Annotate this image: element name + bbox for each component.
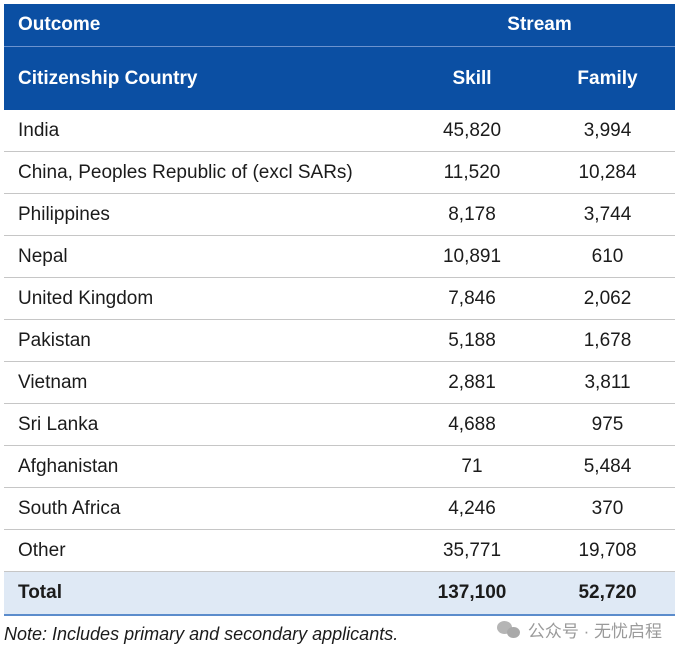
table-row: United Kingdom 7,846 2,062 — [4, 277, 676, 320]
applicants-table-container: Outcome Stream Citizenship Country Skill… — [4, 4, 676, 616]
skill-cell: 10,891 — [404, 235, 540, 278]
family-cell: 10,284 — [540, 151, 676, 194]
country-cell: India — [4, 110, 404, 152]
stream-header: Stream — [404, 4, 676, 47]
total-family-cell: 52,720 — [540, 571, 676, 616]
skill-cell: 71 — [404, 445, 540, 488]
country-cell: Philippines — [4, 193, 404, 236]
skill-cell: 11,520 — [404, 151, 540, 194]
watermark: 公众号 · 无忧启程 — [496, 616, 662, 642]
family-cell: 2,062 — [540, 277, 676, 320]
family-cell: 610 — [540, 235, 676, 278]
skill-header: Skill — [404, 46, 540, 110]
total-skill-cell: 137,100 — [404, 571, 540, 616]
family-cell: 3,744 — [540, 193, 676, 236]
country-cell: Other — [4, 529, 404, 572]
country-cell: Afghanistan — [4, 445, 404, 488]
skill-cell: 45,820 — [404, 110, 540, 152]
table-row: Pakistan 5,188 1,678 — [4, 319, 676, 362]
country-cell: South Africa — [4, 487, 404, 530]
family-cell: 370 — [540, 487, 676, 530]
header-row-outcome: Outcome Stream — [4, 4, 676, 47]
header-row-columns: Citizenship Country Skill Family — [4, 46, 676, 110]
table-row: Nepal 10,891 610 — [4, 235, 676, 278]
wechat-icon — [496, 619, 521, 639]
skill-cell: 4,688 — [404, 403, 540, 446]
outcome-header: Outcome — [4, 4, 404, 47]
total-label-cell: Total — [4, 571, 404, 616]
family-cell: 975 — [540, 403, 676, 446]
skill-cell: 4,246 — [404, 487, 540, 530]
table-row: Sri Lanka 4,688 975 — [4, 403, 676, 446]
table-header: Outcome Stream Citizenship Country Skill… — [4, 4, 676, 110]
table-row: Afghanistan 71 5,484 — [4, 445, 676, 488]
skill-cell: 7,846 — [404, 277, 540, 320]
table-footnote: Note: Includes primary and secondary app… — [4, 624, 399, 644]
skill-cell: 35,771 — [404, 529, 540, 572]
country-cell: Pakistan — [4, 319, 404, 362]
country-cell: Vietnam — [4, 361, 404, 404]
total-row: Total 137,100 52,720 — [4, 571, 676, 616]
applicants-by-country-table: Outcome Stream Citizenship Country Skill… — [4, 4, 676, 616]
table-body: India 45,820 3,994 China, Peoples Republ… — [4, 110, 676, 616]
family-cell: 5,484 — [540, 445, 676, 488]
table-row: South Africa 4,246 370 — [4, 487, 676, 530]
citizenship-country-header: Citizenship Country — [4, 46, 404, 110]
country-cell: Nepal — [4, 235, 404, 278]
table-row: Other 35,771 19,708 — [4, 529, 676, 572]
family-cell: 3,811 — [540, 361, 676, 404]
country-cell: Sri Lanka — [4, 403, 404, 446]
table-row: Vietnam 2,881 3,811 — [4, 361, 676, 404]
country-cell: China, Peoples Republic of (excl SARs) — [4, 151, 404, 194]
skill-cell: 8,178 — [404, 193, 540, 236]
family-cell: 1,678 — [540, 319, 676, 362]
table-row: India 45,820 3,994 — [4, 110, 676, 152]
family-cell: 3,994 — [540, 110, 676, 152]
skill-cell: 2,881 — [404, 361, 540, 404]
family-header: Family — [540, 46, 676, 110]
table-row: Philippines 8,178 3,744 — [4, 193, 676, 236]
table-row: China, Peoples Republic of (excl SARs) 1… — [4, 151, 676, 194]
family-cell: 19,708 — [540, 529, 676, 572]
country-cell: United Kingdom — [4, 277, 404, 320]
watermark-text: 公众号 · 无忧启程 — [527, 621, 662, 641]
skill-cell: 5,188 — [404, 319, 540, 362]
